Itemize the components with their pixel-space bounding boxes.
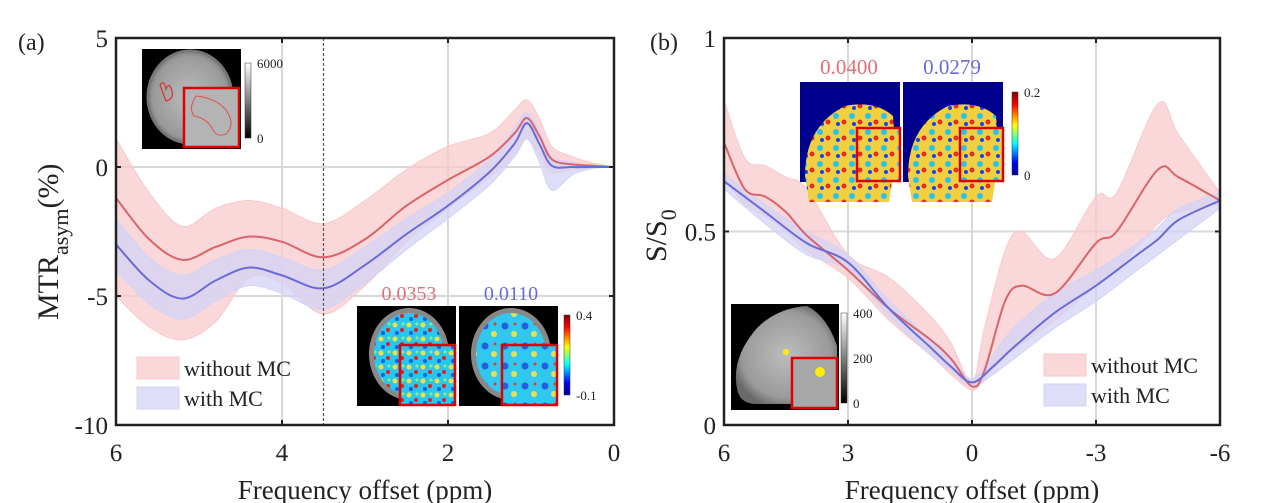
y-tick-label: 5 xyxy=(96,26,109,53)
x-tick-label: 0 xyxy=(608,440,621,467)
zoom-box xyxy=(398,343,457,407)
legend-label: without MC xyxy=(184,356,291,381)
x-tick-label: 3 xyxy=(842,440,855,467)
y-axis-label-subscript: 0 xyxy=(656,209,681,220)
map-inset xyxy=(459,306,559,407)
panel-label: (b) xyxy=(650,30,678,56)
legend-swatch xyxy=(1043,353,1087,377)
y-axis-label: MTRasym(%) xyxy=(32,164,73,320)
grayscale-colorbar xyxy=(244,62,252,139)
roi-outline-zoom xyxy=(190,95,232,136)
roi-outline xyxy=(159,82,173,102)
x-tick-label: 6 xyxy=(110,440,123,467)
panel-b: 6 3 0 -3 -6 1 0.5 0 Frequency offset (ppm) (b) S/S… xyxy=(640,26,1230,503)
x-tick-label: -6 xyxy=(1210,440,1231,467)
x-tick-label: 4 xyxy=(276,440,289,467)
grayscale-colorbar xyxy=(840,312,848,404)
y-tick-label: 1 xyxy=(704,26,717,53)
legend-swatch xyxy=(1043,383,1087,407)
colorbar-label: 0.4 xyxy=(576,308,593,323)
zoom-box xyxy=(790,356,839,410)
colorbar-label: 0 xyxy=(257,131,264,146)
line-without-mc xyxy=(115,116,615,261)
x-axis-label: Frequency offset (ppm) xyxy=(845,475,1099,503)
line-with-mc xyxy=(723,180,1221,384)
map-value-label: 0.0279 xyxy=(923,55,981,79)
axes-frame xyxy=(114,36,616,427)
legend-label: without MC xyxy=(1091,353,1198,378)
panel-a: 6 4 2 0 5 0 -5 -10 Frequency offset (ppm) (a) MTRa… xyxy=(18,26,620,503)
jet-colorbar xyxy=(563,314,571,396)
y-tick-label: -5 xyxy=(87,284,108,311)
y-axis-label: S/S0 xyxy=(640,209,681,262)
map-inset xyxy=(357,306,457,407)
y-axis-label-main: MTR xyxy=(32,255,65,320)
colorbar-label: 0 xyxy=(853,396,860,411)
y-tick-label: 0 xyxy=(704,413,717,440)
legend-label: with MC xyxy=(184,386,263,411)
map-inset xyxy=(800,82,902,202)
x-tick-label: 6 xyxy=(718,440,731,467)
legend-swatch xyxy=(136,356,180,380)
y-axis-label-unit: (%) xyxy=(32,164,65,209)
map-value-label: 0.0110 xyxy=(484,283,538,305)
roi-marker-zoom xyxy=(815,367,825,377)
y-axis-label-main: S/S xyxy=(640,220,673,262)
anatomy-inset xyxy=(142,49,241,149)
colorbar-label: 0 xyxy=(1024,168,1031,183)
y-axis-label-subscript: asym xyxy=(48,209,73,255)
colorbar-label: 6000 xyxy=(257,56,283,71)
map-value-label: 0.0400 xyxy=(820,55,878,79)
x-axis-label: Frequency offset (ppm) xyxy=(238,475,492,503)
x-tick-label: -3 xyxy=(1086,440,1107,467)
zoom-box xyxy=(958,126,1005,183)
line-with-mc xyxy=(115,122,614,300)
legend-label: with MC xyxy=(1091,383,1170,408)
colorbar-label: 200 xyxy=(853,351,873,366)
x-tick-label: 2 xyxy=(442,440,455,467)
colorbar-label: 400 xyxy=(853,306,873,321)
y-tick-label: -10 xyxy=(75,413,108,440)
line-without-mc xyxy=(723,142,1221,388)
colorbar-label: -0.1 xyxy=(576,388,597,403)
legend-swatch xyxy=(136,386,180,410)
y-tick-label: 0 xyxy=(96,155,109,182)
map-value-label: 0.0353 xyxy=(382,283,437,305)
zoom-box xyxy=(855,126,902,183)
map-inset xyxy=(903,82,1005,202)
zoom-box xyxy=(500,343,559,407)
roi-marker xyxy=(783,349,789,355)
x-tick-label: 0 xyxy=(966,440,979,467)
y-tick-label: 0.5 xyxy=(685,220,716,247)
panel-label: (a) xyxy=(18,30,45,56)
jet-colorbar xyxy=(1011,91,1019,176)
zoom-box xyxy=(182,86,241,149)
colorbar-label: 0.2 xyxy=(1024,85,1040,100)
anatomy-inset xyxy=(731,304,839,410)
